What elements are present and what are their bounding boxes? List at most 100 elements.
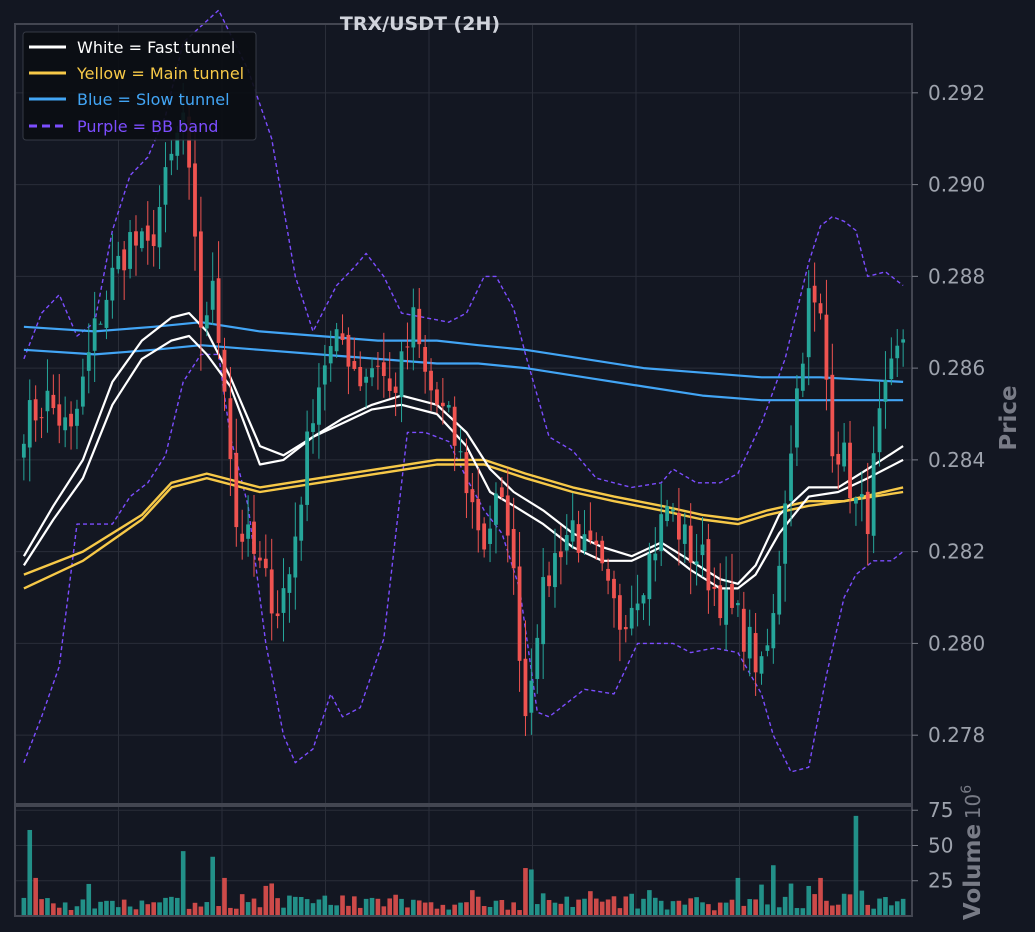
candle-body [51,394,56,409]
candle-body [842,442,847,467]
candle-body [747,626,752,659]
volume-bar [800,908,806,916]
candle-body [446,405,451,408]
candle-body [358,366,363,387]
volume-bar [741,905,747,916]
volume-bar [287,895,292,916]
candle-body [116,255,121,270]
volume-exponent-power: 6 [959,785,975,794]
volume-bar [393,894,398,916]
volume-bar [222,877,227,916]
candle-body [458,451,463,453]
volume-bar [658,900,664,916]
candle-body [730,583,734,608]
candle-body [429,370,433,391]
volume-bar [765,904,770,916]
candle-body [75,408,79,426]
volume-bar [92,908,97,916]
volume-bar [310,903,316,916]
legend-box [22,31,257,141]
volume-bar [576,899,581,916]
volume-bar [534,904,540,916]
candle-body [901,339,906,343]
volume-bar [470,890,475,916]
candle-body [246,524,251,539]
volume-bar [499,899,505,916]
candle-body [370,368,374,378]
volume-bar [859,890,865,916]
candle-body [98,323,103,325]
candle-body [541,577,546,645]
candle-body [470,489,475,503]
volume-bar [269,883,275,916]
volume-bar [139,900,145,916]
candle-body [69,413,73,427]
indicator-lines [22,9,904,773]
volume-bar [824,900,829,916]
volume-bar [776,907,782,916]
candle-body [440,402,445,407]
candlesticks [21,82,906,737]
candle-body [783,503,788,564]
candle-body [812,285,817,303]
volume-tick-label: 25 [928,869,953,893]
volume-bar [452,904,457,916]
candle-body [222,349,227,392]
candle-body [163,167,168,205]
volume-bar [293,896,298,916]
candle-body [771,613,776,649]
volume-bar [98,901,103,916]
candle-body [287,574,292,593]
candle-body [600,540,605,564]
volume-bar [115,907,121,916]
volume-bar [127,906,133,916]
volume-bar [399,898,404,916]
volume-bar [788,883,794,916]
candle-body [564,535,569,551]
candle-body [122,249,127,271]
volume-bar [411,899,416,916]
volume-bar [428,902,434,916]
volume-bar [56,907,62,916]
volume-bar [228,907,233,916]
volume-bar [759,884,764,916]
volume-bar [505,909,511,916]
candle-body [364,376,369,383]
candle-body [724,589,729,625]
candle-body [494,493,498,525]
candle-body [393,386,398,393]
volume-bar [39,899,44,916]
candle-body [352,361,357,369]
price-axis-label: Price [996,385,1022,450]
price-tick-label: 0.292 [928,81,985,105]
candle-body [883,379,888,402]
candle-body [234,452,239,528]
candle-body [139,231,144,249]
volume-bar [239,894,245,916]
candle-body [795,388,799,448]
candle-body [741,608,746,652]
candle-body [157,206,162,248]
volume-bar [794,908,800,916]
volume-bar [387,898,393,916]
candle-body [871,453,876,536]
candle-body [198,231,203,328]
volume-bar [281,907,286,916]
volume-bar [174,897,180,916]
candle-body [92,318,97,351]
candle-body [594,540,599,545]
candle-body [305,431,310,505]
slow-tunnel-upper [23,321,904,383]
volume-bar [682,904,688,916]
volume-tick-label: 75 [928,798,953,822]
main-tunnel-upper [23,458,904,576]
volume-bar [163,897,168,916]
volume-bar [706,904,711,916]
candle-body [376,365,380,367]
legend-label-bb: Purple = BB band [77,117,218,136]
volume-bar [192,902,198,916]
candle-body [777,565,782,615]
volume-bar [523,868,528,916]
volume-bar [564,896,570,916]
candle-body [334,329,339,352]
